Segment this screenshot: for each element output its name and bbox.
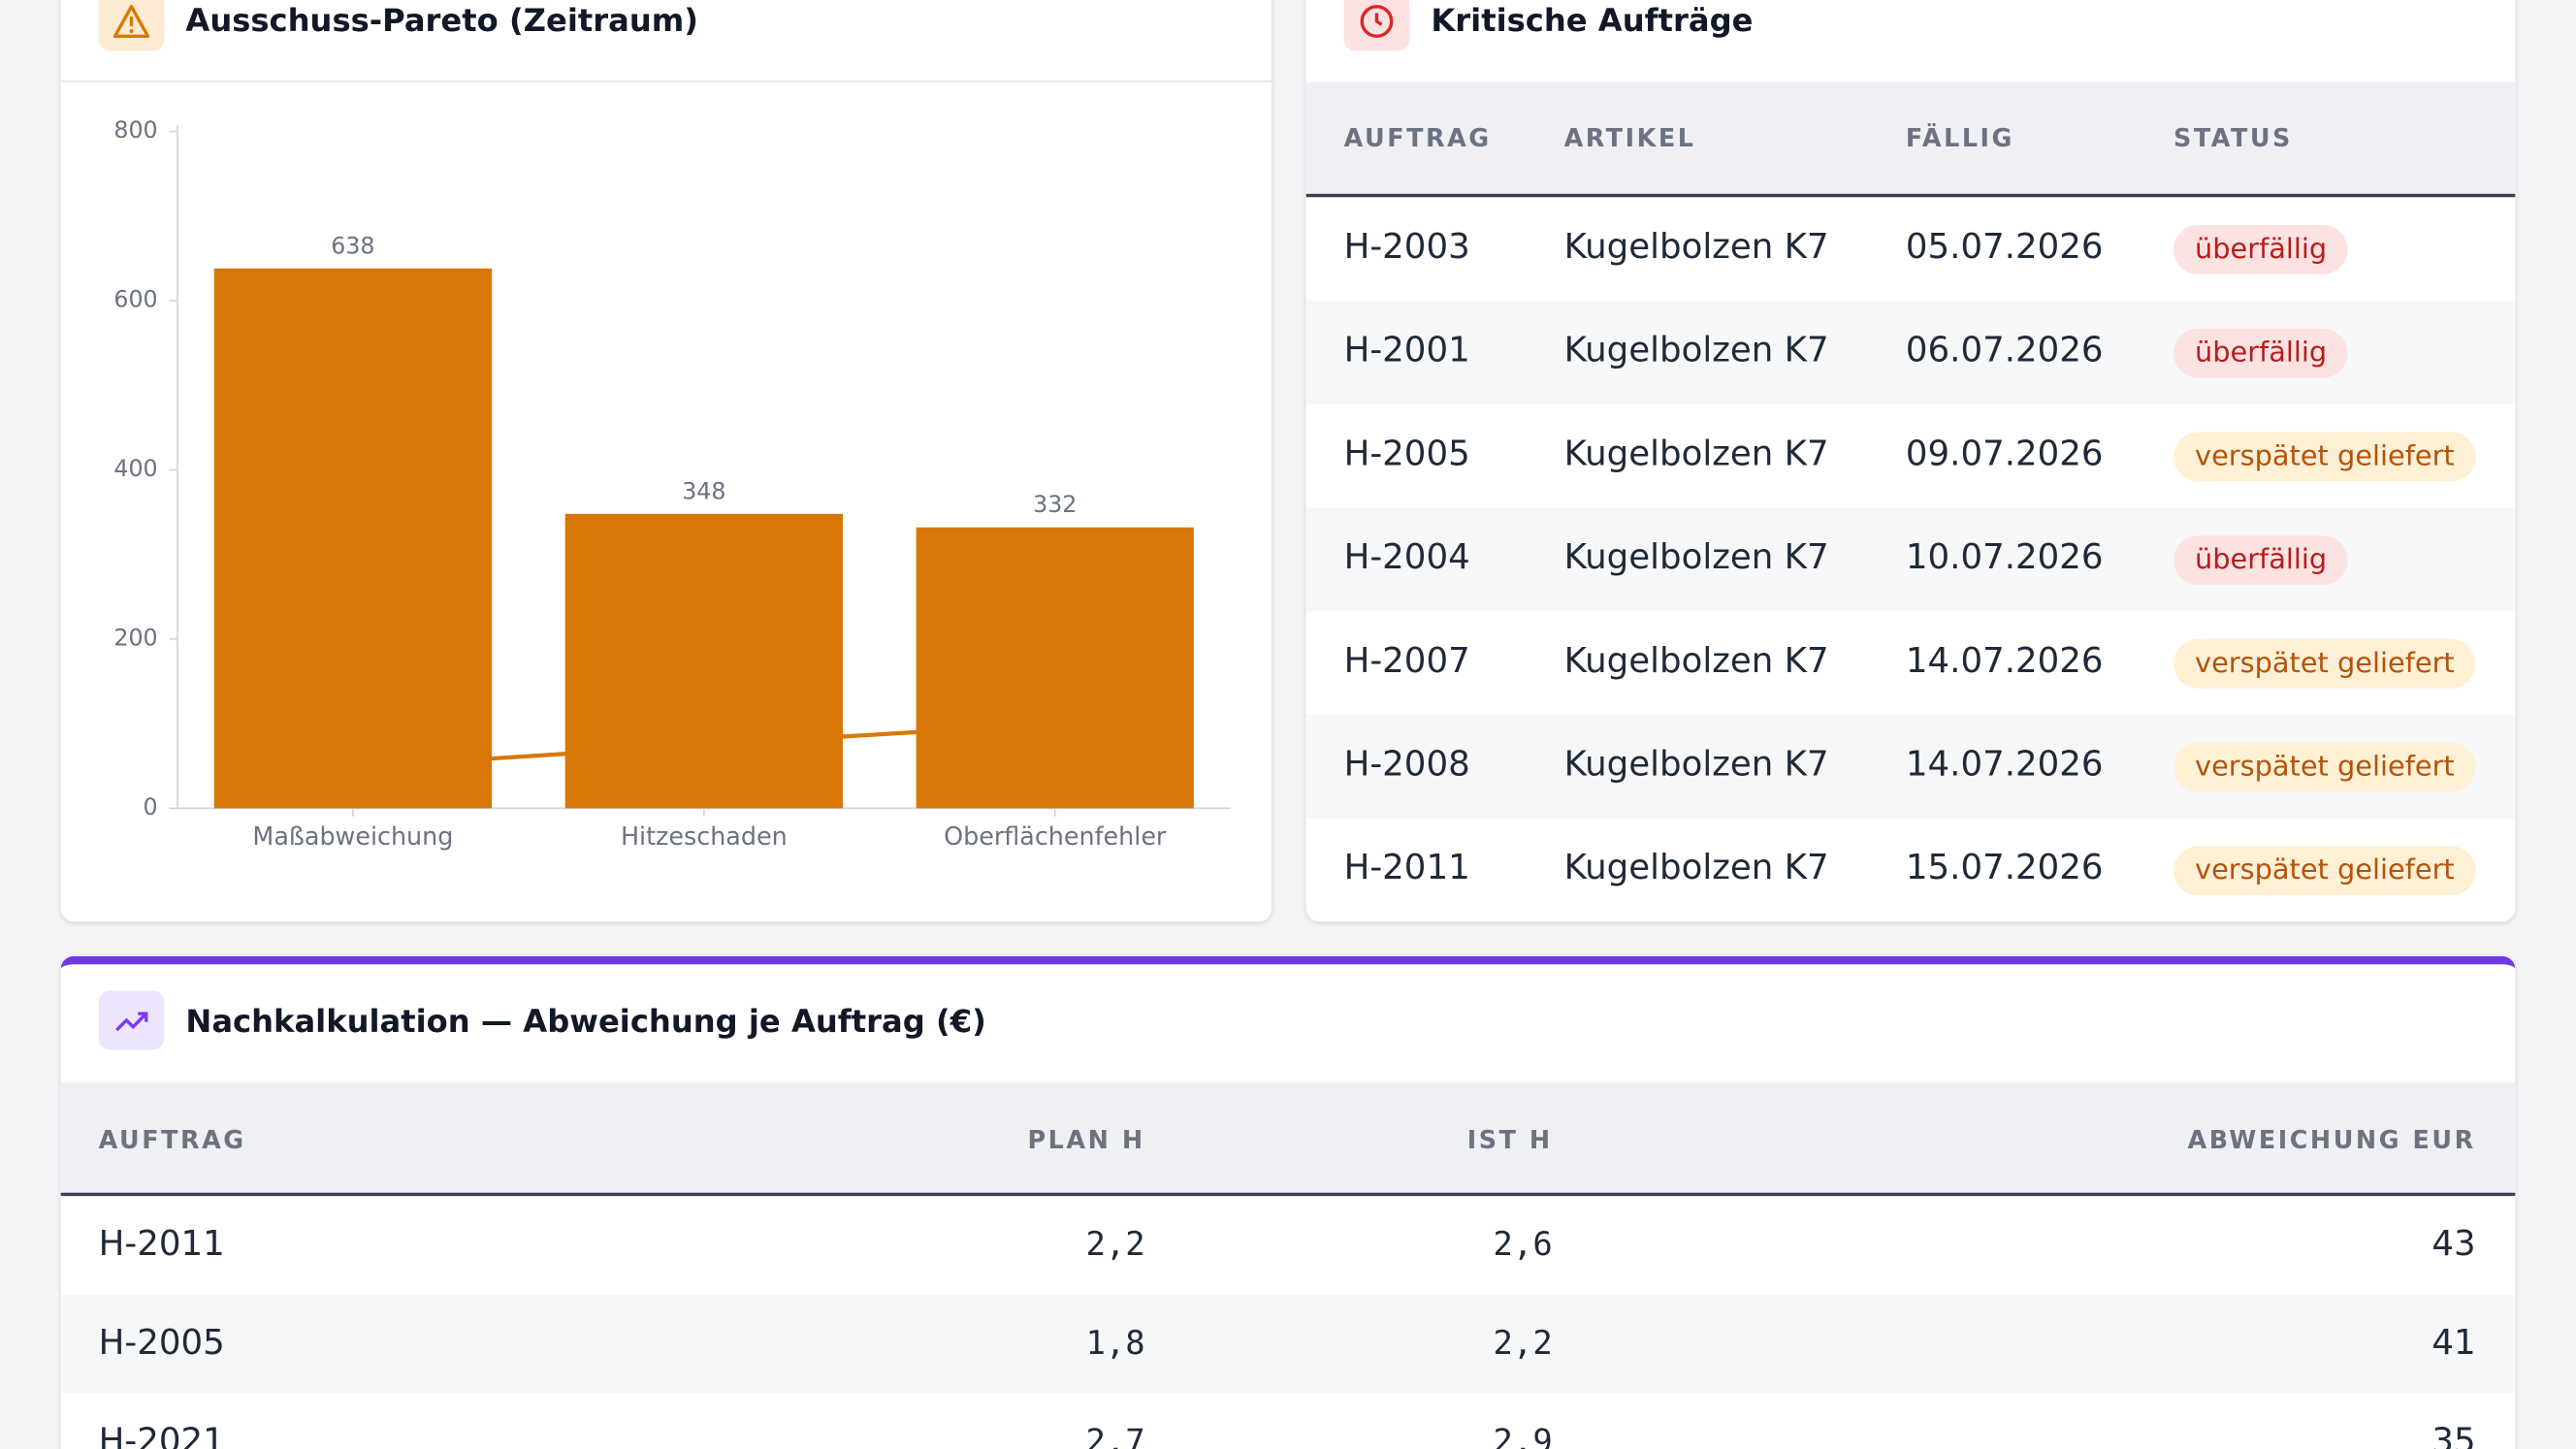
column-header: FÄLLIG — [1905, 123, 2014, 153]
column-header: PLAN H — [1027, 1125, 1145, 1155]
status-badge: überfällig — [2174, 535, 2349, 586]
card-title: Nachkalkulation — Abweichung je Auftrag … — [185, 1003, 986, 1041]
cell: 15.07.2026 — [1905, 848, 2104, 887]
pareto-card: Ausschuss-Pareto (Zeitraum) 0 200 400 600 80… — [60, 0, 1272, 922]
status-badge: verspätet geliefert — [2174, 742, 2476, 792]
trend-glyph — [115, 1012, 148, 1032]
table-header — [60, 1082, 2516, 1197]
bar — [916, 527, 1194, 809]
cell: Kugelbolzen K7 — [1563, 434, 1829, 473]
cell: Kugelbolzen K7 — [1563, 848, 1829, 887]
cell: 10.07.2026 — [1905, 536, 2104, 577]
y-tick-label: 400 — [113, 455, 157, 482]
cell: H-2007 — [1343, 640, 1470, 681]
cell: 14.07.2026 — [1905, 744, 2104, 784]
x-tick-label: Hitzeschaden — [621, 821, 788, 851]
cell: 35 — [2431, 1421, 2476, 1449]
cell: H-2001 — [1343, 330, 1470, 370]
status-badge: überfällig — [2174, 225, 2349, 274]
bar-value-label: 332 — [1033, 491, 1077, 518]
cell: 2,2 — [1085, 1223, 1145, 1264]
status-badge: überfällig — [2174, 328, 2349, 378]
cell: 43 — [2431, 1223, 2476, 1264]
cell: Kugelbolzen K7 — [1563, 536, 1829, 577]
column-header: STATUS — [2174, 123, 2293, 153]
cell: Kugelbolzen K7 — [1563, 640, 1829, 681]
row-bg — [60, 1294, 2516, 1394]
warning-glyph — [113, 5, 150, 38]
cell: 2,6 — [1493, 1223, 1553, 1264]
x-tick-label: Oberflächenfehler — [944, 821, 1167, 851]
cell: 05.07.2026 — [1905, 226, 2104, 267]
status-badge: verspätet geliefert — [2174, 846, 2476, 896]
y-tick-label: 0 — [144, 793, 158, 821]
cell: H-2005 — [1343, 434, 1470, 473]
card-title: Ausschuss-Pareto (Zeitraum) — [185, 3, 699, 40]
status-badge: verspätet geliefert — [2174, 638, 2476, 689]
critical-card: Kritische Aufträge AUFTRAG ARTIKEL FÄLLIG S… — [1305, 0, 2516, 922]
cell: 14.07.2026 — [1905, 640, 2104, 681]
bar — [564, 513, 843, 809]
cell: H-2004 — [1343, 536, 1470, 577]
x-tick-label: Maßabweichung — [252, 821, 453, 851]
cell: H-2011 — [1343, 848, 1470, 887]
costing-card: Nachkalkulation — Abweichung je Auftrag … — [60, 955, 2516, 1449]
column-header: ABWEICHUNG EUR — [2187, 1125, 2476, 1155]
column-header: ARTIKEL — [1563, 123, 1696, 153]
cell: Kugelbolzen K7 — [1563, 330, 1829, 370]
clock-icon — [1343, 0, 1410, 51]
cell: 09.07.2026 — [1905, 434, 2104, 473]
cell: 2,7 — [1085, 1421, 1145, 1449]
cell: 41 — [2431, 1322, 2476, 1363]
trend-icon — [98, 990, 165, 1050]
column-header: IST H — [1466, 1125, 1553, 1155]
chart: 0 200 400 600 800 638 348 332 Maßabweichung Hitze… — [113, 116, 1231, 851]
cell: Kugelbolzen K7 — [1563, 744, 1829, 784]
cell: H-2005 — [98, 1322, 225, 1363]
cell: 06.07.2026 — [1905, 330, 2104, 370]
y-tick-label: 200 — [113, 624, 157, 651]
bar — [213, 268, 493, 809]
cell: 2,2 — [1493, 1322, 1553, 1363]
table-header — [1305, 81, 2516, 198]
warning-icon — [98, 0, 165, 51]
column-header: AUFTRAG — [1343, 123, 1492, 153]
status-badge: verspätet geliefert — [2174, 432, 2476, 482]
cell: Kugelbolzen K7 — [1563, 226, 1829, 267]
cell: H-2008 — [1343, 744, 1470, 784]
y-tick-label: 600 — [113, 285, 157, 312]
cell: 1,8 — [1085, 1322, 1145, 1363]
divider — [60, 80, 1272, 82]
clock-glyph — [1360, 5, 1394, 38]
cell: H-2011 — [98, 1223, 225, 1264]
y-tick-label: 800 — [113, 116, 157, 144]
column-header: AUFTRAG — [98, 1125, 246, 1155]
bar-value-label: 638 — [331, 232, 374, 259]
cell: H-2021 — [98, 1421, 225, 1449]
cell: H-2003 — [1343, 226, 1470, 267]
bar-value-label: 348 — [682, 477, 725, 504]
card-title: Kritische Aufträge — [1431, 3, 1754, 40]
cell: 2,9 — [1493, 1421, 1553, 1449]
